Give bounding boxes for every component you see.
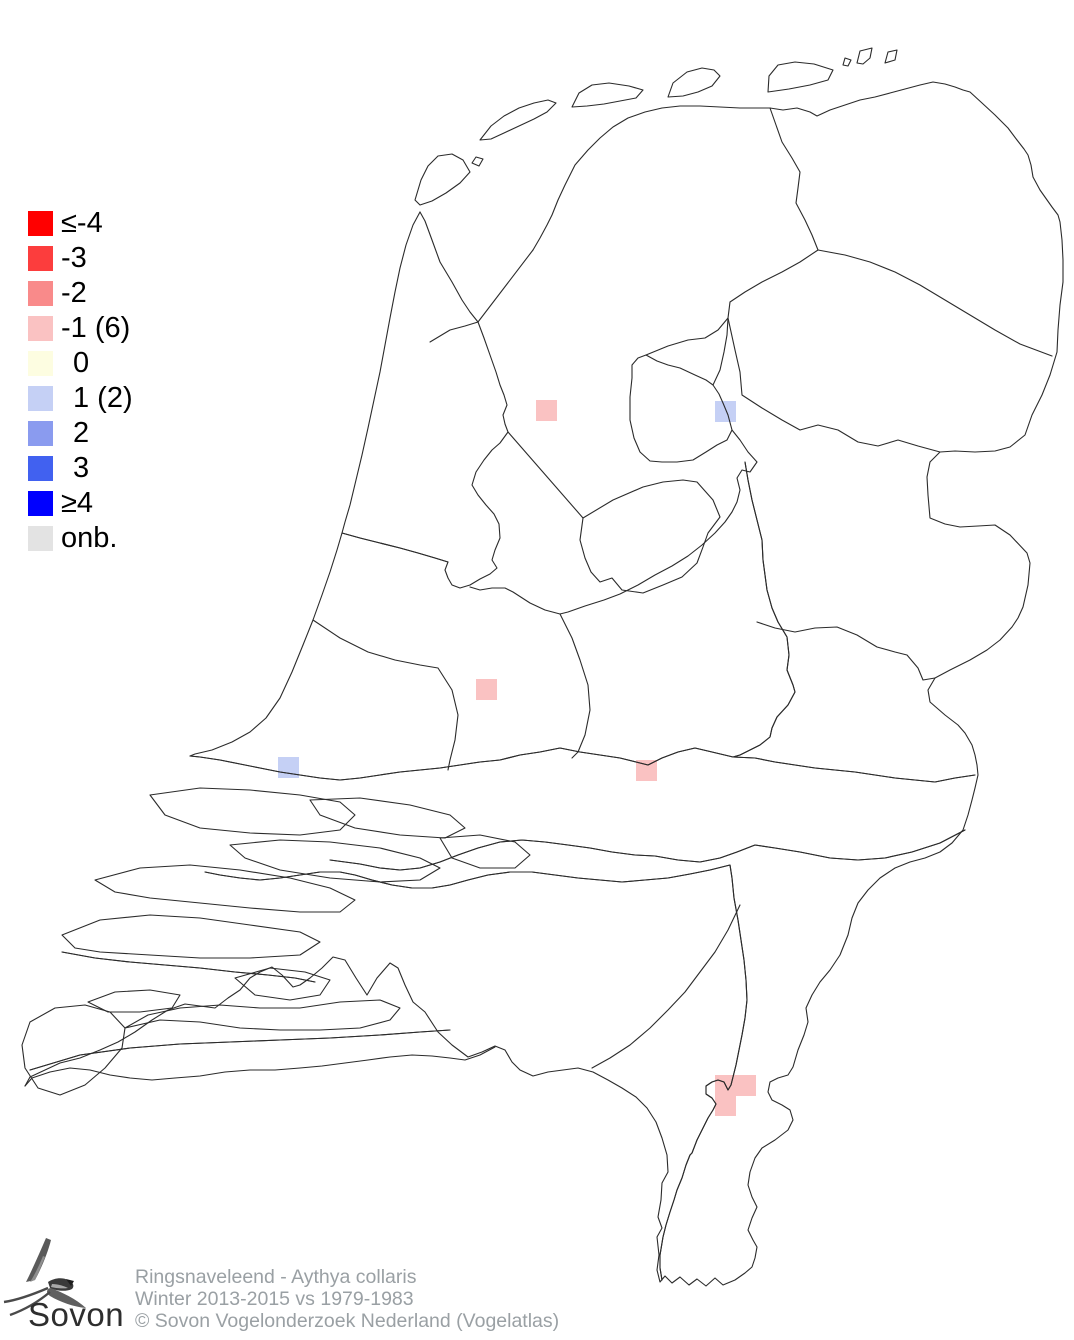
island-rottumeroog	[884, 49, 898, 64]
legend-swatch	[28, 491, 53, 516]
atlas-grid-square	[476, 679, 497, 700]
coast-zeeuws-vlaanderen	[24, 1046, 496, 1087]
noordzeekanaal-river	[341, 532, 449, 563]
legend-swatch	[28, 386, 53, 411]
island-terschelling	[571, 82, 644, 108]
island-simonszand	[842, 57, 852, 67]
legend-label: 0	[73, 347, 90, 379]
border-drenthe-overijssel	[727, 317, 941, 453]
legend-row: -3	[28, 241, 133, 276]
island-ameland	[667, 67, 721, 98]
atlas-grid-square	[715, 1095, 736, 1116]
island-noord-beveland	[87, 989, 181, 1013]
border-friesland-groningen	[769, 107, 819, 251]
legend-swatch	[28, 246, 53, 271]
legend-label: 2	[73, 417, 90, 449]
legend-swatch	[28, 526, 53, 551]
legend-row: ≥4	[28, 486, 133, 521]
legend-label: -2	[61, 277, 87, 309]
rivers	[28, 460, 977, 1282]
coast-west	[189, 211, 421, 757]
border-brabant-limburg	[591, 904, 741, 1069]
legend-swatch	[28, 316, 53, 341]
coastlines-and-borders	[21, 47, 1064, 1287]
island-tholen	[234, 967, 331, 1001]
island-texel	[414, 153, 471, 206]
legend-label: ≤-4	[61, 207, 103, 239]
island-vlieland	[479, 99, 557, 141]
westerschelde-waterway	[29, 1029, 451, 1071]
legend-label: 1 (2)	[73, 382, 133, 414]
sovon-wordmark: Sovon	[28, 1296, 125, 1333]
island-hoeksche-waard	[229, 839, 441, 883]
sovon-logo	[3, 1238, 86, 1317]
island-rottumerplaat	[856, 47, 873, 65]
legend-row: ≤-4	[28, 206, 133, 241]
legend-row: 0	[28, 346, 133, 381]
island-ijsselmonde	[309, 797, 466, 839]
atlas-grid-square	[735, 1075, 756, 1096]
grid-data-squares	[278, 400, 756, 1116]
island-texel-islet	[471, 156, 484, 167]
coast-markermeer-west	[444, 321, 509, 589]
legend-row: 2	[28, 416, 133, 451]
legend-row: 3	[28, 451, 133, 486]
island-goeree-overflakkee	[94, 864, 356, 913]
border-friesland-overijssel	[645, 317, 729, 356]
border-friesland-overijssel-north	[712, 317, 729, 386]
swallow-icon	[3, 1238, 86, 1317]
legend-row: -2	[28, 276, 133, 311]
legend: ≤-4 -3 -2 -1 (6) 0 1 (2) 2 3 ≥4 onb.	[28, 206, 133, 556]
island-dordrecht	[439, 834, 531, 869]
legend-swatch	[28, 211, 53, 236]
maas-river	[204, 864, 748, 1281]
coast-north-holland-head	[419, 211, 479, 323]
houtribdijk-dike	[507, 431, 584, 519]
legend-swatch	[28, 421, 53, 446]
island-zuid-beveland	[124, 999, 401, 1031]
wieringen-line	[429, 321, 479, 343]
legend-label: -1 (6)	[61, 312, 131, 344]
legend-row: 1 (2)	[28, 381, 133, 416]
legend-swatch	[28, 351, 53, 376]
legend-swatch	[28, 456, 53, 481]
legend-swatch	[28, 281, 53, 306]
coast-randmeren-mainland	[469, 429, 758, 615]
afsluitdijk-dike	[477, 249, 534, 323]
legend-row: -1 (6)	[28, 311, 133, 346]
waal-river	[329, 829, 966, 871]
island-schiermonnikoog	[767, 61, 834, 93]
legend-row: onb.	[28, 521, 133, 556]
atlas-grid-square	[715, 401, 736, 422]
ijssel-river	[732, 461, 796, 758]
copyright-line: © Sovon Vogelonderzoek Nederland (Vogela…	[135, 1310, 560, 1332]
caption-block: Ringsnaveleend - Aythya collaris Winter …	[135, 1266, 559, 1332]
period-subtitle: Winter 2013-2015 vs 1979-1983	[135, 1288, 414, 1310]
border-drenthe-north	[817, 249, 1053, 357]
legend-label: ≥4	[61, 487, 94, 519]
flevopolder-outline	[579, 479, 721, 594]
coast-north-and-east-border	[24, 81, 1064, 1287]
nederrijn-lek-river	[189, 747, 976, 783]
island-voorne-putten	[149, 787, 356, 836]
atlas-grid-square	[636, 760, 657, 781]
border-utrecht-gelderland	[559, 613, 591, 759]
species-title: Ringsnaveleend - Aythya collaris	[135, 1266, 417, 1288]
legend-label: onb.	[61, 522, 118, 554]
legend-label: -3	[61, 242, 87, 274]
border-utrecht-zuidholland	[312, 619, 459, 771]
border-overijssel-gelderland	[756, 621, 936, 681]
atlas-grid-square	[536, 400, 557, 421]
border-friesland-drenthe	[727, 249, 819, 319]
island-walcheren	[21, 1004, 126, 1096]
noordoostpolder-outline	[629, 354, 733, 463]
island-schouwen-duiveland	[61, 914, 321, 959]
legend-label: 3	[73, 452, 90, 484]
